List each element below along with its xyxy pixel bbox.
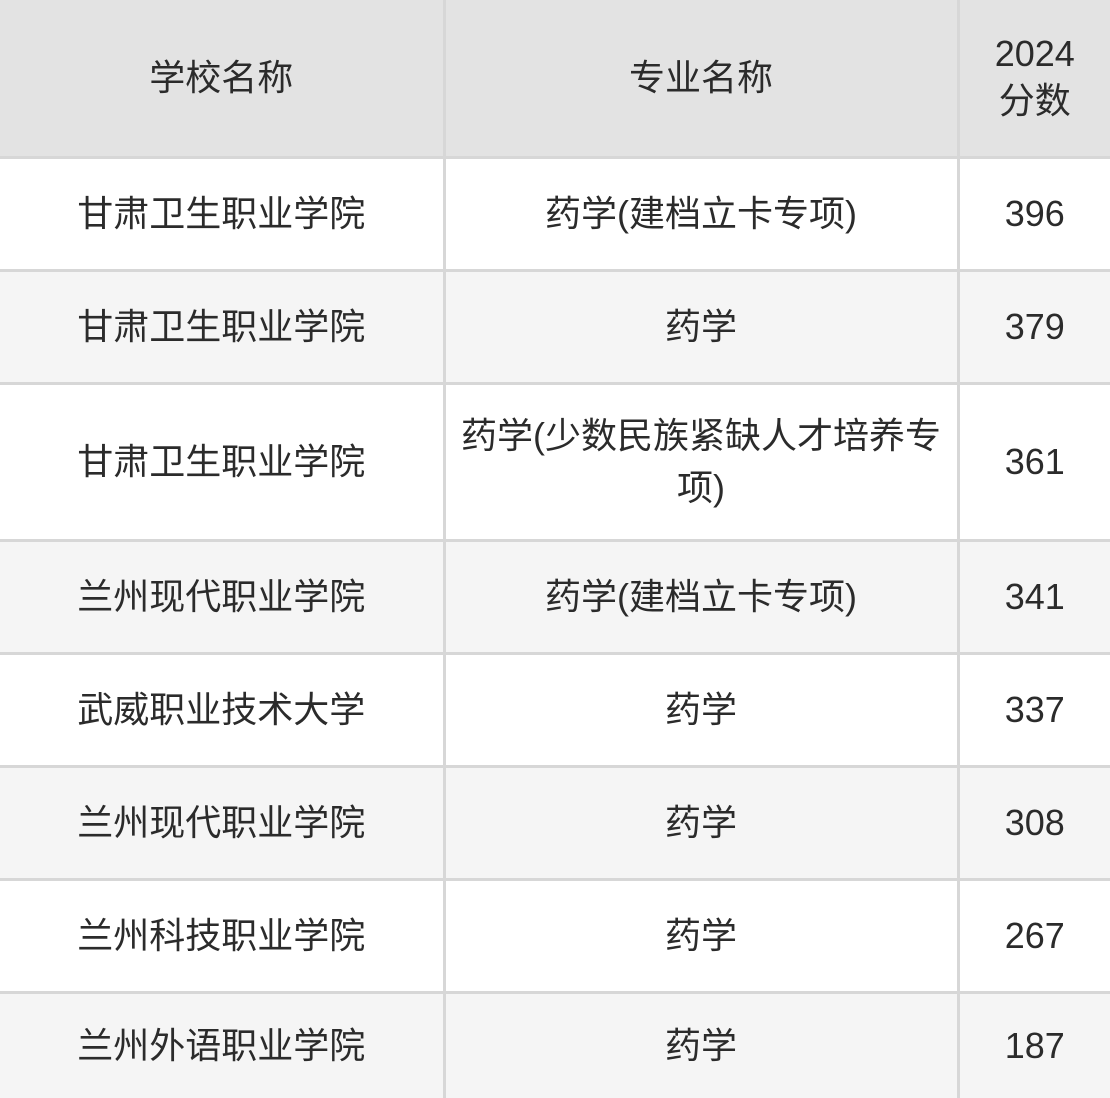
- major-cell: 药学(少数民族紧缺人才培养专项): [442, 381, 960, 542]
- major-cell: 药学: [442, 877, 960, 994]
- school-cell: 甘肃卫生职业学院: [0, 381, 446, 542]
- score-cell: 379: [956, 268, 1110, 385]
- major-cell: 药学(建档立卡专项): [442, 155, 960, 272]
- header-major-name: 专业名称: [442, 0, 960, 159]
- table-row: 兰州外语职业学院 药学 187: [0, 990, 1110, 1098]
- table-row: 兰州现代职业学院 药学 308: [0, 764, 1110, 881]
- school-cell: 甘肃卫生职业学院: [0, 155, 446, 272]
- table-row: 兰州现代职业学院 药学(建档立卡专项) 341: [0, 538, 1110, 655]
- score-cell: 396: [956, 155, 1110, 272]
- table-row: 甘肃卫生职业学院 药学(建档立卡专项) 396: [0, 155, 1110, 272]
- major-cell: 药学: [442, 764, 960, 881]
- score-cell: 187: [956, 990, 1110, 1098]
- score-cell: 361: [956, 381, 1110, 542]
- score-cell: 267: [956, 877, 1110, 994]
- table-row: 武威职业技术大学 药学 337: [0, 651, 1110, 768]
- table-row: 甘肃卫生职业学院 药学(少数民族紧缺人才培养专项) 361: [0, 381, 1110, 542]
- table-row: 兰州科技职业学院 药学 267: [0, 877, 1110, 994]
- school-cell: 兰州外语职业学院: [0, 990, 446, 1098]
- school-cell: 兰州现代职业学院: [0, 764, 446, 881]
- header-school-name: 学校名称: [0, 0, 446, 159]
- school-cell: 甘肃卫生职业学院: [0, 268, 446, 385]
- major-cell: 药学: [442, 268, 960, 385]
- school-cell: 武威职业技术大学: [0, 651, 446, 768]
- table-header-row: 学校名称 专业名称 2024 分数: [0, 0, 1110, 159]
- school-cell: 兰州现代职业学院: [0, 538, 446, 655]
- score-cell: 308: [956, 764, 1110, 881]
- score-cell: 341: [956, 538, 1110, 655]
- score-cell: 337: [956, 651, 1110, 768]
- major-cell: 药学: [442, 990, 960, 1098]
- major-cell: 药学: [442, 651, 960, 768]
- major-cell: 药学(建档立卡专项): [442, 538, 960, 655]
- school-cell: 兰州科技职业学院: [0, 877, 446, 994]
- table-row: 甘肃卫生职业学院 药学 379: [0, 268, 1110, 385]
- header-2024-score: 2024 分数: [956, 0, 1110, 159]
